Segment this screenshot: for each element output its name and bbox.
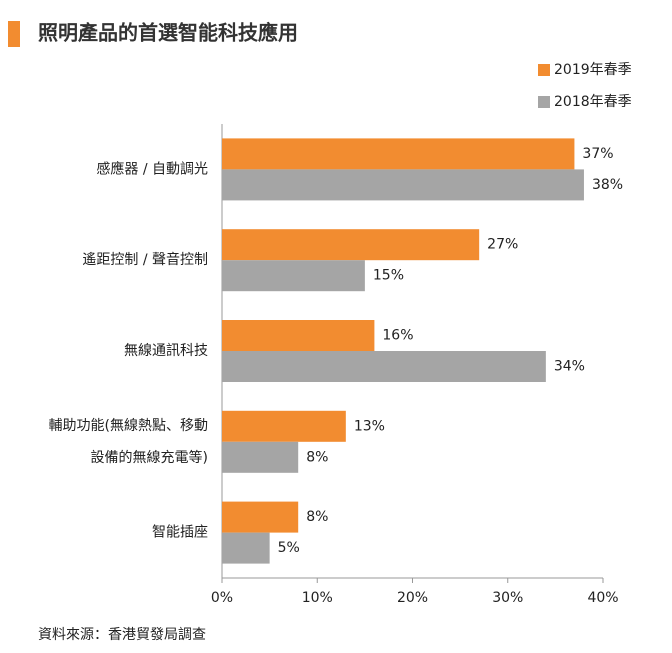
y-tick-label: 遙距控制 / 聲音控制 <box>82 251 208 268</box>
value-label: 34% <box>554 359 585 375</box>
chart-title: 照明產品的首選智能科技應用 <box>38 21 298 45</box>
value-label: 38% <box>592 177 623 193</box>
bar <box>222 169 584 201</box>
bar <box>222 138 575 170</box>
bar <box>222 260 365 292</box>
legend-label: 2018年春季 <box>554 94 632 110</box>
bar <box>222 441 299 473</box>
x-tick-label: 30% <box>492 590 523 606</box>
bar <box>222 351 546 382</box>
x-tick-label: 10% <box>302 590 333 606</box>
x-tick-label: 0% <box>211 590 233 606</box>
value-label: 13% <box>354 418 385 434</box>
bar <box>222 320 375 351</box>
y-tick-label: 設備的無線充電等) <box>91 449 208 466</box>
y-tick-label: 感應器 / 自動調光 <box>96 160 208 177</box>
value-label: 27% <box>487 237 518 253</box>
y-tick-label: 輔助功能(無線熱點、移動 <box>49 418 208 434</box>
legend-swatch <box>538 96 550 108</box>
y-tick-label: 無線通訊科技 <box>124 343 208 359</box>
y-tick-label: 智能插座 <box>152 525 208 541</box>
value-label: 15% <box>373 268 404 284</box>
x-tick-label: 20% <box>397 590 428 606</box>
value-label: 8% <box>306 449 328 465</box>
x-tick-label: 40% <box>587 590 618 606</box>
bar <box>222 410 346 442</box>
bar <box>222 501 299 533</box>
title-accent <box>8 21 20 47</box>
legend-swatch <box>538 64 550 76</box>
value-label: 8% <box>306 509 328 525</box>
legend-label: 2019年春季 <box>554 62 632 78</box>
bar <box>222 229 480 261</box>
value-label: 16% <box>382 328 413 344</box>
value-label: 5% <box>278 540 300 556</box>
bar <box>222 532 270 564</box>
source-note: 資料來源：香港貿發局調查 <box>38 627 206 643</box>
value-label: 37% <box>582 146 613 162</box>
